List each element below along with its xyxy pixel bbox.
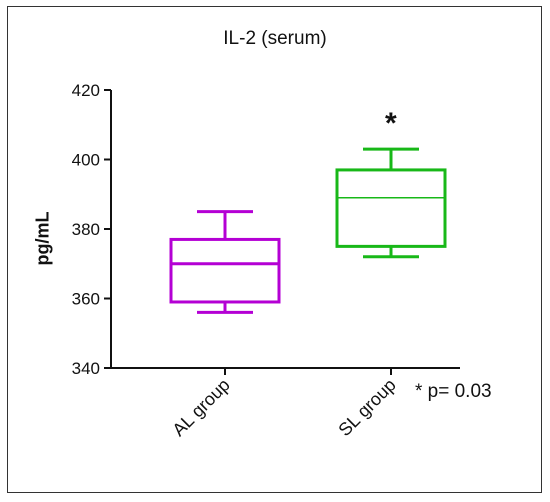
y-tick-label: 420	[72, 81, 100, 100]
significance-marker: *	[385, 107, 397, 140]
iqr-box	[169, 237, 281, 304]
y-tick-label: 400	[72, 151, 100, 170]
x-tick-label: SL group	[334, 375, 399, 440]
figure-frame	[7, 6, 542, 493]
y-tick-label: 380	[72, 220, 100, 239]
chart-title: IL-2 (serum)	[223, 28, 327, 49]
iqr-box	[335, 168, 447, 248]
y-tick-label: 360	[72, 290, 100, 309]
x-tick-label: AL group	[168, 375, 233, 440]
y-tick-label: 340	[72, 359, 100, 378]
p-value-note: * p= 0.03	[415, 381, 492, 402]
